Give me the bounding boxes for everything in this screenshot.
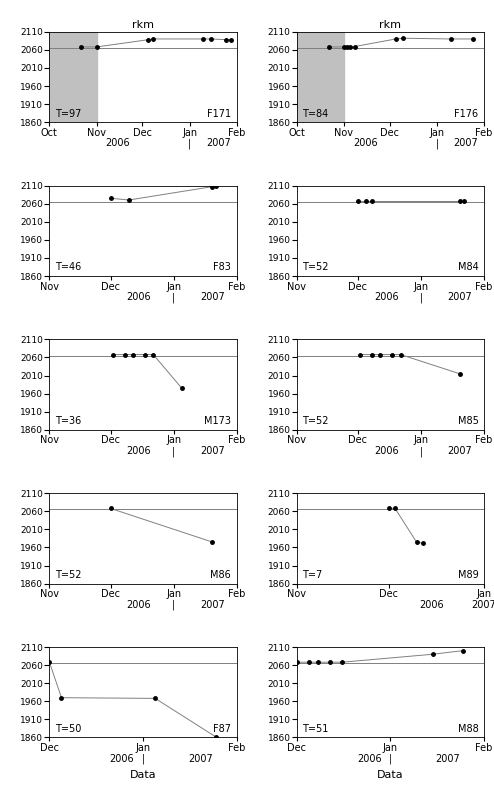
Text: T=97: T=97	[55, 109, 82, 119]
Text: F176: F176	[454, 109, 479, 119]
Text: T=51: T=51	[302, 724, 329, 734]
Text: |: |	[389, 754, 392, 764]
Text: |: |	[419, 446, 422, 457]
Text: |: |	[172, 446, 175, 457]
Text: 2006: 2006	[374, 446, 399, 456]
Text: T=52: T=52	[302, 416, 329, 426]
Text: T=36: T=36	[55, 416, 82, 426]
Text: F87: F87	[213, 724, 231, 734]
Text: M173: M173	[204, 416, 231, 426]
Text: 2006: 2006	[126, 446, 151, 456]
Text: 2007: 2007	[200, 293, 225, 302]
Text: 2006: 2006	[374, 293, 399, 302]
Text: |: |	[172, 293, 175, 303]
Text: 2007: 2007	[200, 600, 225, 610]
Text: 2007: 2007	[447, 446, 472, 456]
X-axis label: Data: Data	[377, 770, 404, 780]
Text: T=46: T=46	[55, 262, 82, 273]
Text: F171: F171	[207, 109, 231, 119]
Bar	[297, 32, 344, 122]
Text: 2006: 2006	[357, 754, 381, 764]
Text: |: |	[435, 139, 439, 149]
Text: M89: M89	[458, 570, 479, 580]
Text: |: |	[172, 600, 175, 611]
Text: |: |	[141, 754, 145, 764]
Text: M85: M85	[457, 416, 479, 426]
Text: 2006: 2006	[126, 293, 151, 302]
Text: 2007: 2007	[206, 139, 231, 148]
Title: rkm: rkm	[132, 20, 154, 29]
Title: rkm: rkm	[379, 20, 402, 29]
Text: 2006: 2006	[353, 139, 377, 148]
Text: 2006: 2006	[106, 139, 130, 148]
Text: |: |	[419, 293, 422, 303]
Text: T=52: T=52	[55, 570, 82, 580]
Text: 2007: 2007	[472, 600, 494, 610]
Text: T=84: T=84	[302, 109, 329, 119]
Text: T=7: T=7	[302, 570, 323, 580]
Text: M88: M88	[458, 724, 479, 734]
Text: T=52: T=52	[302, 262, 329, 273]
Text: 2007: 2007	[200, 446, 225, 456]
Text: M84: M84	[458, 262, 479, 273]
X-axis label: Data: Data	[130, 770, 157, 780]
Text: T=50: T=50	[55, 724, 82, 734]
Text: 2007: 2007	[453, 139, 478, 148]
Text: 2007: 2007	[436, 754, 460, 764]
Text: M86: M86	[210, 570, 231, 580]
Bar	[49, 32, 97, 122]
Text: 2006: 2006	[110, 754, 134, 764]
Text: |: |	[188, 139, 191, 149]
Text: 2006: 2006	[126, 600, 151, 610]
Text: 2007: 2007	[447, 293, 472, 302]
Text: 2006: 2006	[419, 600, 444, 610]
Text: 2007: 2007	[188, 754, 213, 764]
Text: F83: F83	[213, 262, 231, 273]
